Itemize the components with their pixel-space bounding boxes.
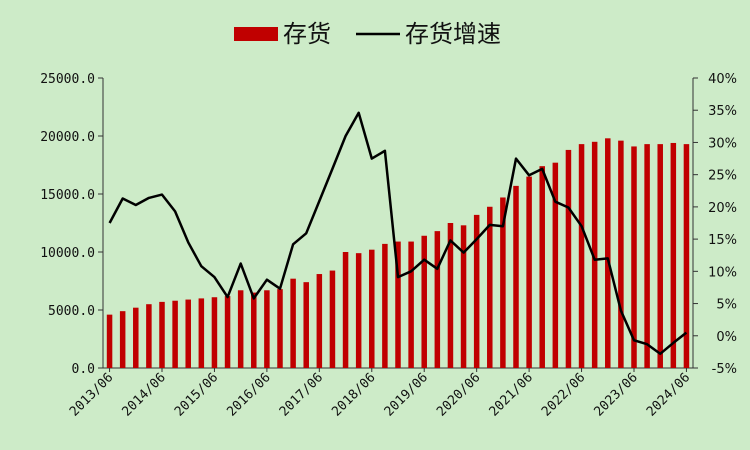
bar <box>395 241 401 368</box>
bar <box>460 225 467 368</box>
bar <box>539 166 545 368</box>
bar <box>605 138 611 368</box>
bar <box>106 314 113 368</box>
bar <box>631 146 637 368</box>
y-right-tick-label: 40% <box>708 72 737 87</box>
y-left-tick-label: 10000.0 <box>40 246 95 261</box>
bar <box>290 278 296 368</box>
bar <box>277 289 283 368</box>
bar <box>133 307 139 368</box>
y-right-tick-label: 5% <box>716 298 737 313</box>
bar <box>172 300 178 368</box>
bar <box>526 176 532 368</box>
y-left-tick-label: 20000.0 <box>40 130 95 145</box>
legend-bar-label: 存货 <box>283 20 331 48</box>
bar <box>119 311 126 368</box>
bar <box>146 304 152 368</box>
bar <box>408 241 414 368</box>
bar <box>316 274 323 368</box>
bar <box>670 142 677 368</box>
bar <box>303 282 309 368</box>
bar <box>211 297 218 368</box>
bar <box>355 253 362 368</box>
bar <box>382 243 388 368</box>
y-left-tick-label: 5000.0 <box>48 304 95 319</box>
bar <box>237 290 244 368</box>
bar <box>657 144 663 368</box>
bar <box>159 301 165 368</box>
y-right-tick-label: 20% <box>708 201 737 216</box>
y-right-tick-label: -5% <box>712 362 737 377</box>
growth-line <box>108 111 688 356</box>
bar <box>513 185 519 368</box>
bar <box>565 149 572 368</box>
y-left-tick-label: 0.0 <box>72 362 95 377</box>
bar <box>591 141 598 368</box>
bar <box>224 296 231 368</box>
bar <box>198 298 205 368</box>
bar <box>342 252 349 368</box>
bar <box>185 299 191 368</box>
bar <box>447 223 454 368</box>
legend: 存货 存货增速 <box>234 20 501 48</box>
legend-bar-swatch <box>234 27 278 41</box>
bar <box>578 144 585 368</box>
bar <box>683 144 690 368</box>
bar <box>644 144 650 368</box>
bar <box>329 270 336 368</box>
bar <box>434 231 441 368</box>
y-left-tick-label: 25000.0 <box>40 72 95 87</box>
y-right-tick-label: 15% <box>708 233 737 248</box>
bar <box>421 235 427 368</box>
y-right-tick-label: 0% <box>716 330 737 345</box>
bar <box>251 292 257 368</box>
y-left-tick-label: 15000.0 <box>40 188 95 203</box>
bar <box>369 249 375 368</box>
y-right-tick-label: 30% <box>708 136 737 151</box>
bar <box>473 214 480 368</box>
bar <box>500 197 506 368</box>
y-right-tick-label: 35% <box>708 104 737 119</box>
bar <box>487 206 493 368</box>
y-right-tick-label: 25% <box>708 169 737 184</box>
bar <box>552 162 559 368</box>
bar <box>618 140 624 368</box>
y-right-tick-label: 10% <box>708 265 737 280</box>
legend-line-label: 存货增速 <box>405 20 501 48</box>
bar <box>264 290 270 368</box>
